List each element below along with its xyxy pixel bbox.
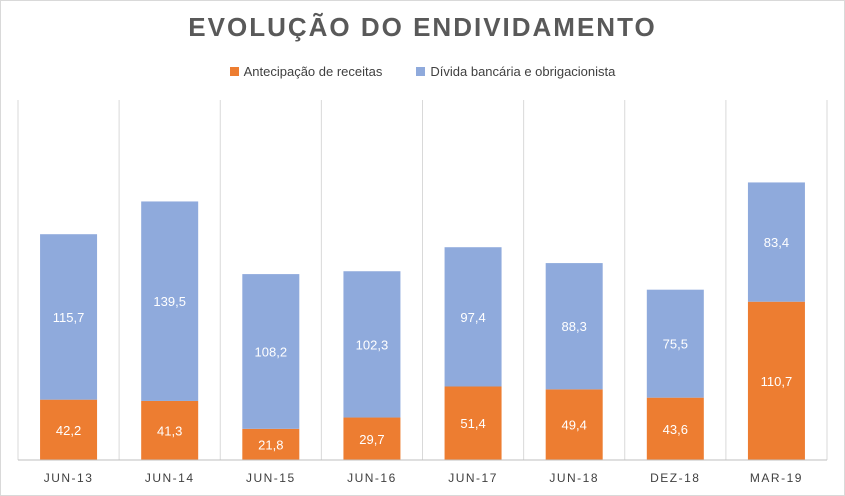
x-tick-label: JUN-14 [145,471,195,485]
bar-antecipacao-jun-13 [40,399,98,460]
bar-antecipacao-jun-18 [545,389,603,460]
data-label-antecipacao-jun-14: 41,3 [157,423,182,438]
bar-antecipacao-dez-18 [646,397,704,460]
bar-antecipacao-jun-15 [242,428,300,460]
bar-antecipacao-mar-19 [747,301,805,460]
data-label-antecipacao-jun-16: 29,7 [359,432,384,447]
data-label-antecipacao-mar-19: 110,7 [761,374,793,389]
bar-antecipacao-jun-14 [141,400,199,460]
legend-label-divida: Dívida bancária e obrigacionista [430,64,616,79]
bar-divida-jun-17 [444,247,502,387]
x-tick-label: JUN-17 [448,471,498,485]
x-tick-label: JUN-16 [347,471,397,485]
data-label-divida-dez-18: 75,5 [663,337,688,352]
bar-divida-dez-18 [646,289,704,398]
legend: Antecipação de receitas Dívida bancária … [0,64,845,79]
bar-divida-jun-14 [141,201,199,401]
legend-item-divida: Dívida bancária e obrigacionista [416,64,615,79]
x-tick-label: MAR-19 [750,471,803,485]
legend-swatch-antecipacao [229,67,239,76]
x-tick-label: JUN-15 [246,471,296,485]
data-label-divida-jun-14: 139,5 [153,294,186,309]
chart-title: EVOLUÇÃO DO ENDIVIDAMENTO [188,12,657,42]
data-label-divida-jun-15: 108,2 [255,344,288,359]
bar-divida-jun-15 [242,274,300,429]
data-label-antecipacao-jun-17: 51,4 [460,416,485,431]
legend-swatch-divida [416,67,426,76]
x-tick-label: JUN-18 [549,471,599,485]
data-label-antecipacao-jun-15: 21,8 [258,437,283,452]
data-label-divida-jun-17: 97,4 [460,310,485,325]
data-label-antecipacao-jun-13: 42,2 [56,423,81,438]
legend-label-antecipacao: Antecipação de receitas [243,64,383,79]
bar-divida-mar-19 [747,182,805,302]
data-label-divida-jun-13: 115,7 [53,310,85,325]
bar-antecipacao-jun-16 [343,417,401,460]
legend-item-antecipacao: Antecipação de receitas [229,64,383,79]
x-tick-label: JUN-13 [44,471,94,485]
data-label-divida-mar-19: 83,4 [764,235,789,250]
bar-divida-jun-16 [343,271,401,418]
data-label-antecipacao-dez-18: 43,6 [663,422,688,437]
bar-antecipacao-jun-17 [444,386,502,460]
x-tick-label: DEZ-18 [650,471,700,485]
data-label-divida-jun-18: 88,3 [562,319,587,334]
bar-divida-jun-13 [40,234,98,400]
data-label-divida-jun-16: 102,3 [356,337,389,352]
bar-divida-jun-18 [545,263,603,390]
data-label-antecipacao-jun-18: 49,4 [562,418,587,433]
